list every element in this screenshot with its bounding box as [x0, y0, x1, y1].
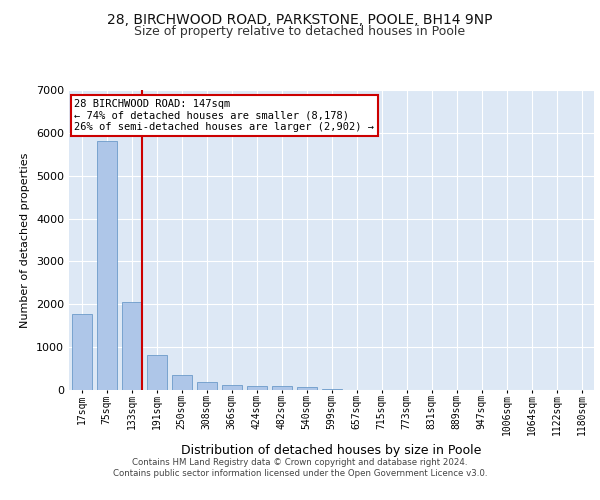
Bar — [146, 355, 167, 390]
Bar — [121, 302, 142, 390]
Bar — [247, 386, 266, 390]
Bar — [197, 382, 217, 390]
Bar — [271, 386, 292, 390]
Text: 28 BIRCHWOOD ROAD: 147sqm
← 74% of detached houses are smaller (8,178)
26% of se: 28 BIRCHWOOD ROAD: 147sqm ← 74% of detac… — [74, 99, 374, 132]
Text: Contains public sector information licensed under the Open Government Licence v3: Contains public sector information licen… — [113, 470, 487, 478]
Bar — [296, 386, 317, 390]
Bar — [172, 376, 191, 390]
Text: Contains HM Land Registry data © Crown copyright and database right 2024.: Contains HM Land Registry data © Crown c… — [132, 458, 468, 467]
Text: 28, BIRCHWOOD ROAD, PARKSTONE, POOLE, BH14 9NP: 28, BIRCHWOOD ROAD, PARKSTONE, POOLE, BH… — [107, 12, 493, 26]
Y-axis label: Number of detached properties: Number of detached properties — [20, 152, 31, 328]
Bar — [221, 385, 241, 390]
Text: Size of property relative to detached houses in Poole: Size of property relative to detached ho… — [134, 25, 466, 38]
Bar — [97, 142, 116, 390]
Bar — [71, 314, 91, 390]
X-axis label: Distribution of detached houses by size in Poole: Distribution of detached houses by size … — [181, 444, 482, 456]
